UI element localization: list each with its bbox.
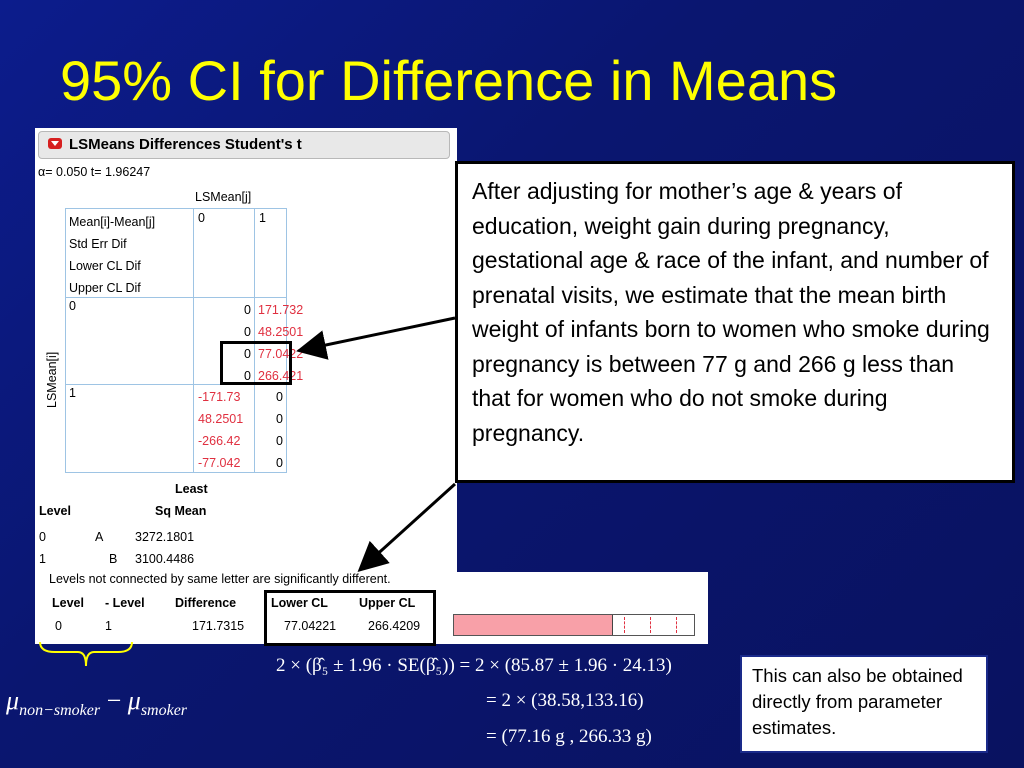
th-difference: Difference [175,596,237,610]
arrow-to-table [357,482,457,573]
lsmeans-header-title: LSMeans Differences Student's t [69,136,302,153]
td-level: 0 [55,619,62,633]
ci-highlight-box [264,590,436,646]
difference-matrix: Mean[i]-Mean[j] Std Err Dif Lower CL Dif… [65,208,303,473]
lsmeans-panel: LSMeans Differences Student's t α= 0.050… [35,128,457,598]
difference-bar-fill [454,615,614,635]
sqmean-label: Sq Mean [155,504,207,518]
levels-table: 0 A 3272.1801 1 B 3100.4486 [39,526,194,570]
col-level-1: 1 [259,211,266,225]
legend-item: Mean[i]-Mean[j] [69,215,156,229]
equation-line-3: = (77.16 g , 266.33 g) [486,726,652,747]
th-level: Level [52,596,84,610]
slide-title: 95% CI for Difference in Means [60,49,838,112]
col-level-0: 0 [198,211,205,225]
disclosure-triangle-icon[interactable] [48,138,62,149]
legend-item: Upper CL Dif [69,281,141,295]
td-minus-level: 1 [105,619,112,633]
level-row: 1 B 3100.4486 [39,552,195,566]
bar-tick [676,617,677,633]
legend-item: Std Err Dif [69,237,127,251]
alpha-line: α= 0.050 t= 1.96247 [38,165,151,179]
th-lower-cl: Lower CL [271,596,328,610]
equation-line-1: 2 × (β̂₅ ± 1.96 · SE(β̂₅)) = 2 × (85.87 … [276,655,672,676]
highlight-box [220,341,292,385]
legend-block: Mean[i]-Mean[j] Std Err Dif Lower CL Dif… [69,211,155,299]
th-upper-cl: Upper CL [359,596,416,610]
bar-tick [624,617,625,633]
row-level-1: 1 [69,386,76,400]
arrow-to-matrix [296,316,456,360]
brace-icon [39,641,133,667]
cell-r1c0: -171.73 48.2501 -266.42 -77.042 [198,390,244,470]
td-upper-cl: 266.4209 [368,619,421,633]
lsmeans-header[interactable]: LSMeans Differences Student's t [38,131,450,159]
difference-bar [453,614,695,636]
td-lower-cl: 77.04221 [284,619,337,633]
col-header: LSMean[j] [195,190,252,204]
mu-difference: μnon−smoker − μsmoker [6,686,188,719]
legend-item: Lower CL Dif [69,259,141,273]
level-row: 0 A 3272.1801 [39,530,195,544]
difference-report: Levels not connected by same letter are … [35,572,708,646]
level-label: Level [39,504,71,518]
parameter-note: This can also be obtained directly from … [740,655,988,753]
row-level-0: 0 [69,299,76,313]
connect-note: Levels not connected by same letter are … [49,572,391,586]
bar-tick [650,617,651,633]
least-label: Least [175,482,208,496]
td-difference: 171.7315 [192,619,245,633]
th-minus-level: - Level [105,596,145,610]
equation-line-2: = 2 × (38.58,133.16) [486,690,644,711]
explanation-textbox: After adjusting for mother’s age & years… [455,161,1015,483]
